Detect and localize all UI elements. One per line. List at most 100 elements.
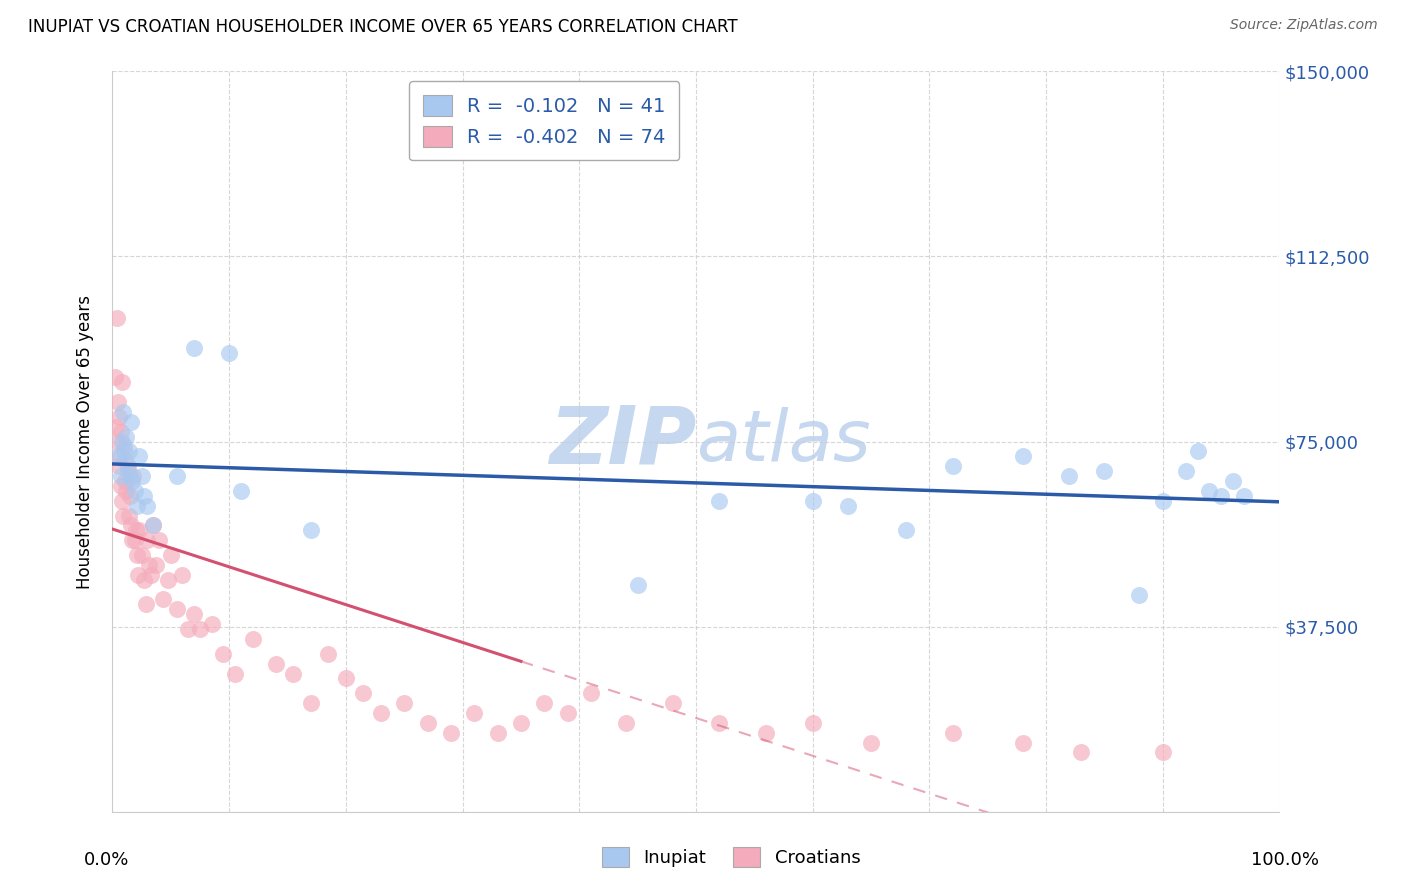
Point [132, 573, 155, 587]
Point [125, 524, 148, 538]
Point [299, 696, 322, 710]
Point [112, 440, 135, 454]
Text: Source: ZipAtlas.com: Source: ZipAtlas.com [1230, 18, 1378, 32]
Legend: Inupiat, Croatians: Inupiat, Croatians [595, 839, 868, 874]
Point [166, 602, 188, 616]
Point [942, 459, 965, 474]
Point [124, 483, 146, 498]
Point [801, 715, 824, 730]
Point [128, 450, 150, 464]
Point [108, 459, 131, 474]
Point [1070, 746, 1092, 760]
Point [1094, 464, 1116, 478]
Point [218, 345, 240, 359]
Point [894, 524, 917, 538]
Point [152, 592, 174, 607]
Point [115, 429, 138, 443]
Point [125, 499, 148, 513]
Point [114, 474, 136, 488]
Point [104, 370, 127, 384]
Point [107, 395, 129, 409]
Point [142, 518, 165, 533]
Point [145, 558, 167, 572]
Point [533, 696, 555, 710]
Point [440, 725, 463, 739]
Point [138, 558, 160, 572]
Point [370, 706, 392, 720]
Point [105, 311, 128, 326]
Point [1175, 464, 1198, 478]
Point [118, 508, 141, 523]
Point [183, 341, 205, 355]
Point [157, 573, 180, 587]
Point [160, 548, 183, 562]
Point [111, 405, 134, 419]
Y-axis label: Householder Income Over 65 years: Householder Income Over 65 years [76, 294, 94, 589]
Point [166, 469, 188, 483]
Point [104, 419, 127, 434]
Point [136, 533, 159, 548]
Point [1128, 588, 1150, 602]
Point [1152, 746, 1174, 760]
Point [463, 706, 485, 720]
Point [1187, 444, 1209, 458]
Point [229, 483, 252, 498]
Point [201, 617, 224, 632]
Point [111, 493, 134, 508]
Point [114, 454, 136, 468]
Point [242, 632, 264, 646]
Point [352, 686, 374, 700]
Point [111, 434, 134, 449]
Point [627, 577, 650, 591]
Point [110, 479, 132, 493]
Point [661, 696, 683, 710]
Text: 100.0%: 100.0% [1251, 851, 1319, 869]
Point [118, 489, 141, 503]
Point [283, 666, 305, 681]
Point [1233, 489, 1256, 503]
Point [112, 444, 135, 458]
Point [172, 567, 194, 582]
Point [107, 434, 129, 449]
Point [108, 409, 131, 424]
Point [121, 533, 143, 548]
Point [188, 622, 211, 636]
Point [139, 567, 162, 582]
Point [148, 533, 170, 548]
Point [416, 715, 439, 730]
Point [110, 469, 132, 483]
Point [111, 508, 134, 523]
Point [131, 548, 153, 562]
Point [837, 499, 859, 513]
Point [118, 444, 141, 458]
Point [509, 715, 531, 730]
Point [486, 725, 509, 739]
Point [709, 493, 731, 508]
Point [125, 548, 148, 562]
Text: ZIP: ZIP [548, 402, 696, 481]
Point [1011, 736, 1033, 750]
Point [755, 725, 778, 739]
Point [124, 533, 146, 548]
Point [614, 715, 637, 730]
Legend: R =  -0.102   N = 41, R =  -0.402   N = 74: R = -0.102 N = 41, R = -0.402 N = 74 [409, 81, 679, 161]
Text: atlas: atlas [696, 407, 870, 476]
Point [212, 647, 235, 661]
Point [117, 464, 139, 478]
Point [579, 686, 602, 700]
Point [135, 598, 157, 612]
Point [299, 524, 322, 538]
Point [183, 607, 205, 622]
Point [120, 415, 142, 429]
Point [117, 459, 139, 474]
Point [709, 715, 731, 730]
Point [318, 647, 340, 661]
Point [801, 493, 824, 508]
Point [142, 518, 165, 533]
Point [132, 489, 155, 503]
Point [1198, 483, 1220, 498]
Point [128, 524, 150, 538]
Point [121, 474, 143, 488]
Point [118, 469, 141, 483]
Point [224, 666, 246, 681]
